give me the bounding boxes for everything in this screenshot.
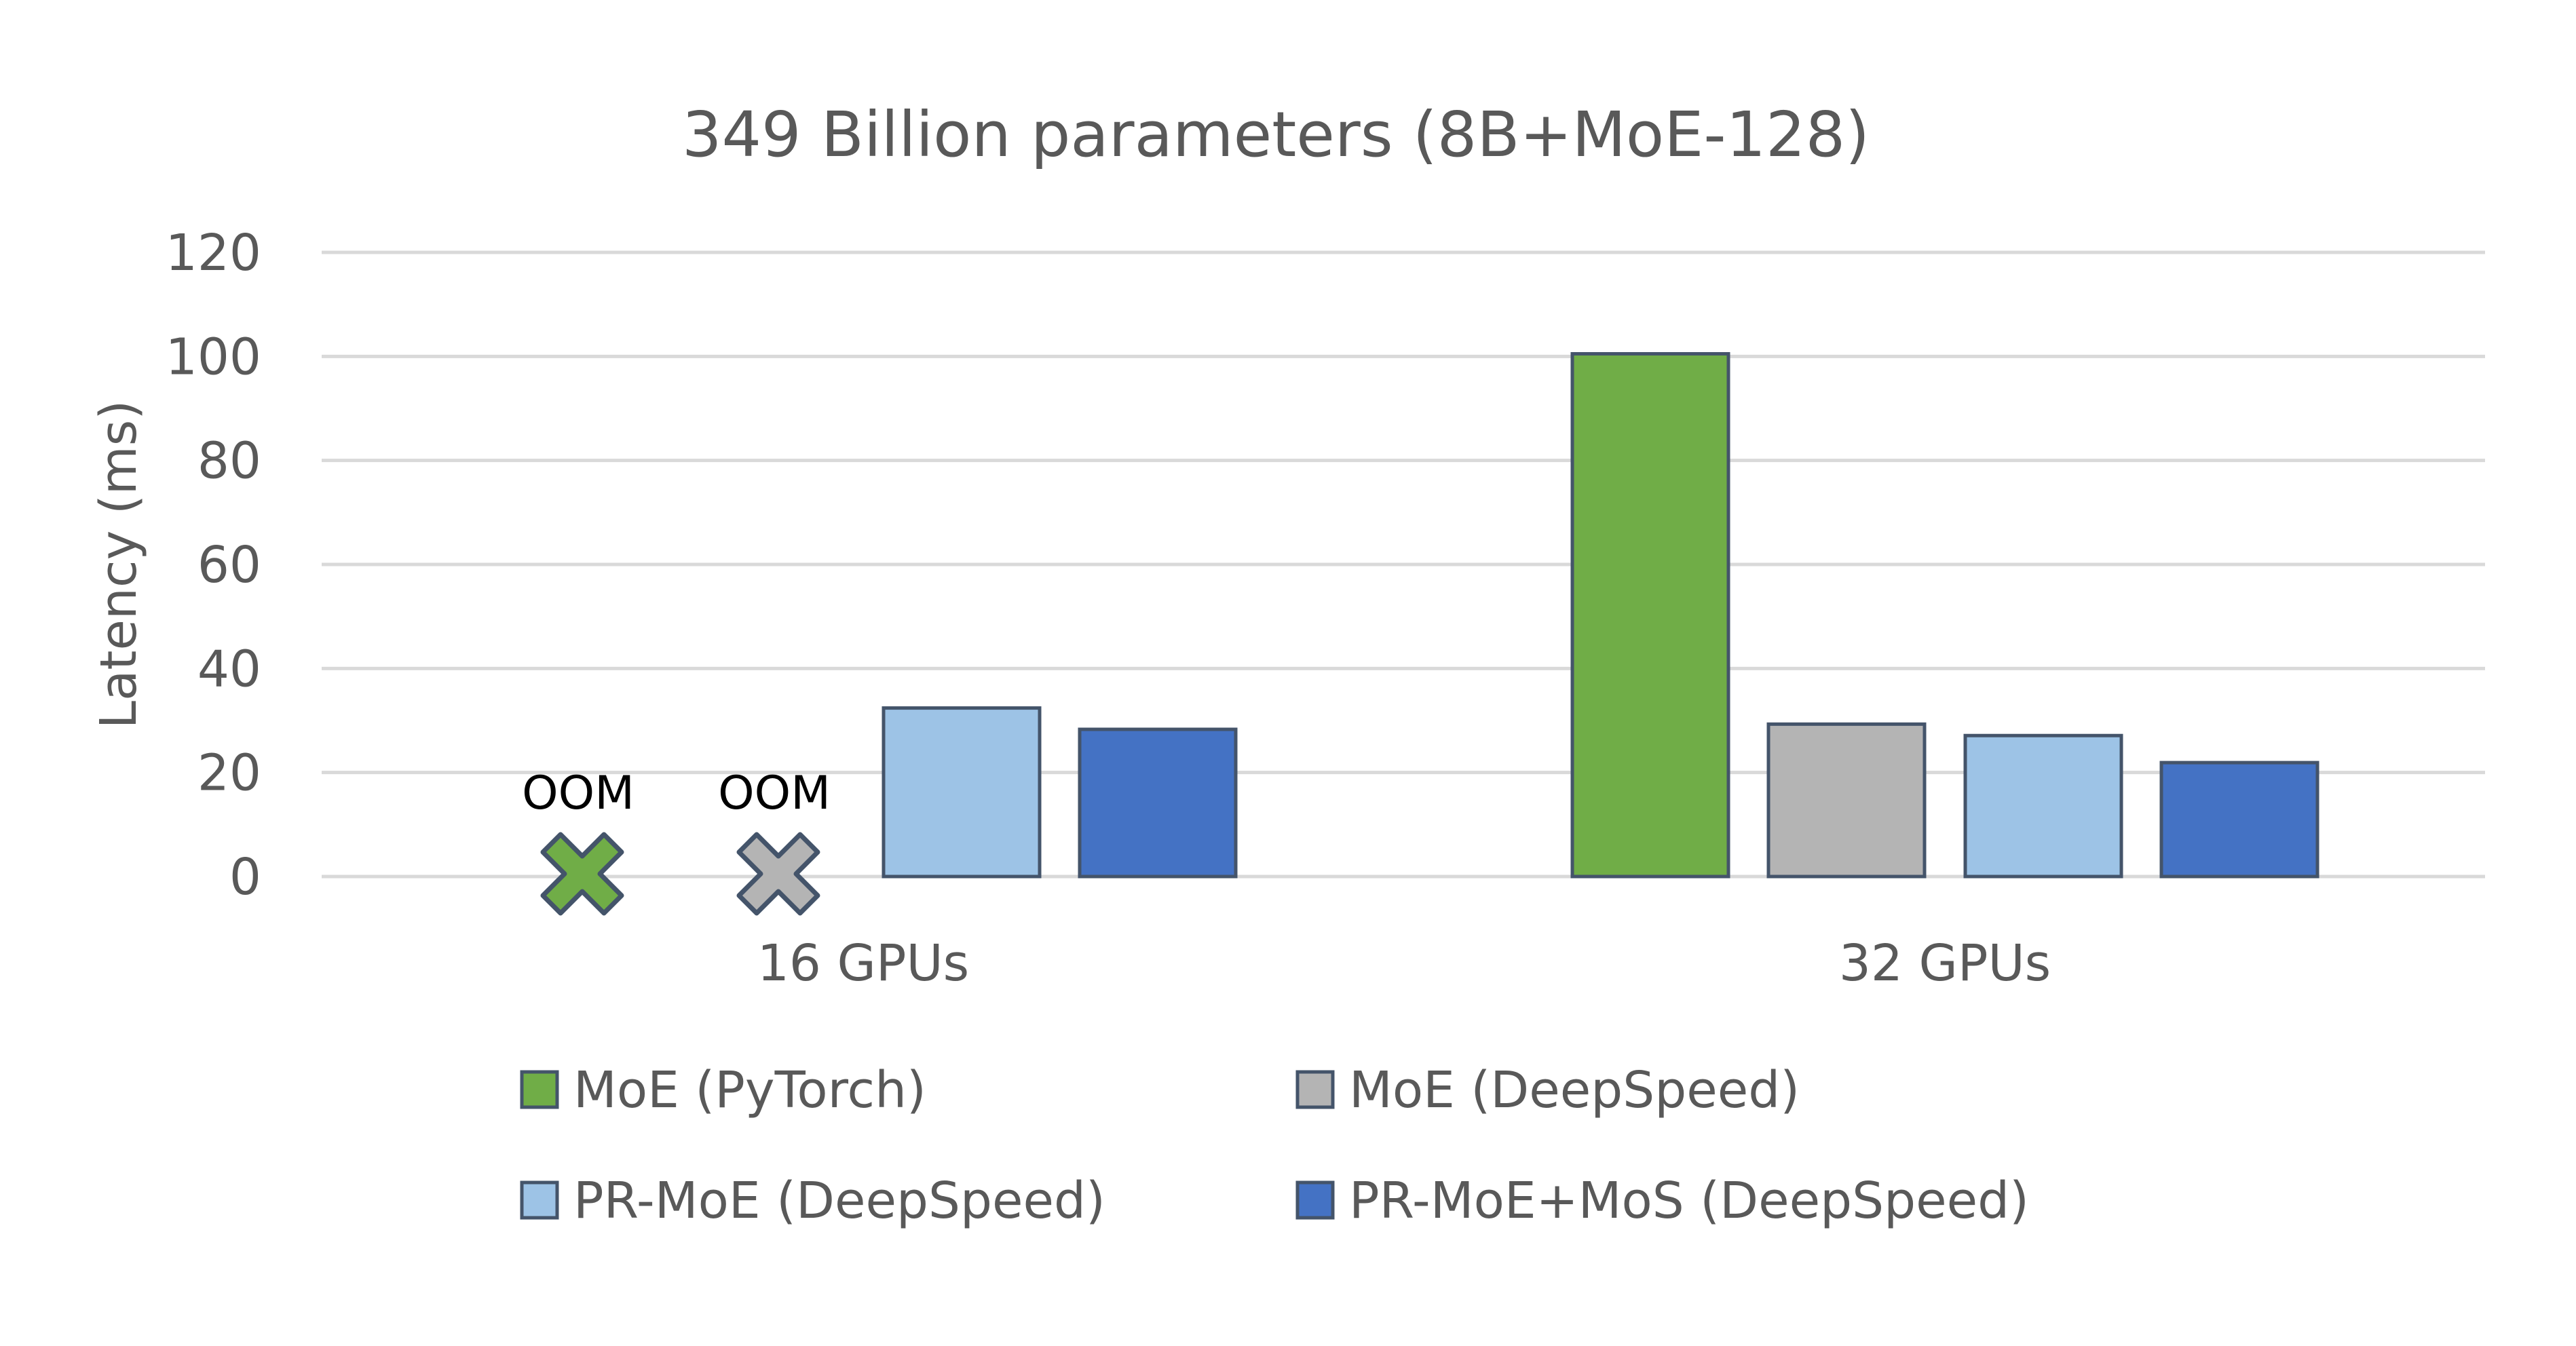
y-tick-label: 20 [197,744,261,803]
chart-title: 349 Billion parameters (8B+MoE-128) [682,98,1870,171]
bar-moe-deepspeed--32-gpus [1766,722,1927,879]
bar-pr-moe-deepspeed--16-gpus [882,706,1042,879]
y-tick-label: 40 [197,640,261,698]
legend-label: PR-MoE (DeepSpeed) [573,1172,1105,1230]
legend-item: PR-MoE+MoS (DeepSpeed) [1295,1172,2029,1230]
legend-item: MoE (PyTorch) [520,1061,926,1119]
legend-label: MoE (DeepSpeed) [1349,1061,1800,1119]
legend-swatch [1295,1180,1335,1220]
legend-swatch [1295,1070,1335,1109]
y-tick-label: 120 [166,224,261,282]
x-tick-label: 32 GPUs [1839,934,2051,993]
legend-label: MoE (PyTorch) [573,1061,926,1119]
x-tick-label: 16 GPUs [757,934,969,993]
y-tick-label: 0 [229,848,261,906]
oom-cross-icon [736,832,820,916]
legend-item: PR-MoE (DeepSpeed) [520,1172,1105,1230]
bar-pr-moe-mos-deepspeed--16-gpus [1078,727,1238,879]
bar-pr-moe-deepspeed--32-gpus [1963,733,2123,879]
legend-swatch [520,1070,559,1109]
oom-label: OOM [522,767,634,820]
legend-label: PR-MoE+MoS (DeepSpeed) [1349,1172,2029,1230]
y-tick-label: 100 [166,328,261,386]
oom-cross-icon [540,832,624,916]
y-tick-label: 60 [197,536,261,594]
legend-item: MoE (DeepSpeed) [1295,1061,1800,1119]
bar-pr-moe-mos-deepspeed--32-gpus [2159,761,2319,879]
legend-swatch [520,1180,559,1220]
bar-moe-pytorch--32-gpus [1570,352,1730,879]
y-tick-label: 80 [197,432,261,491]
y-axis-label: Latency (ms) [90,400,148,729]
oom-label: OOM [718,767,831,820]
